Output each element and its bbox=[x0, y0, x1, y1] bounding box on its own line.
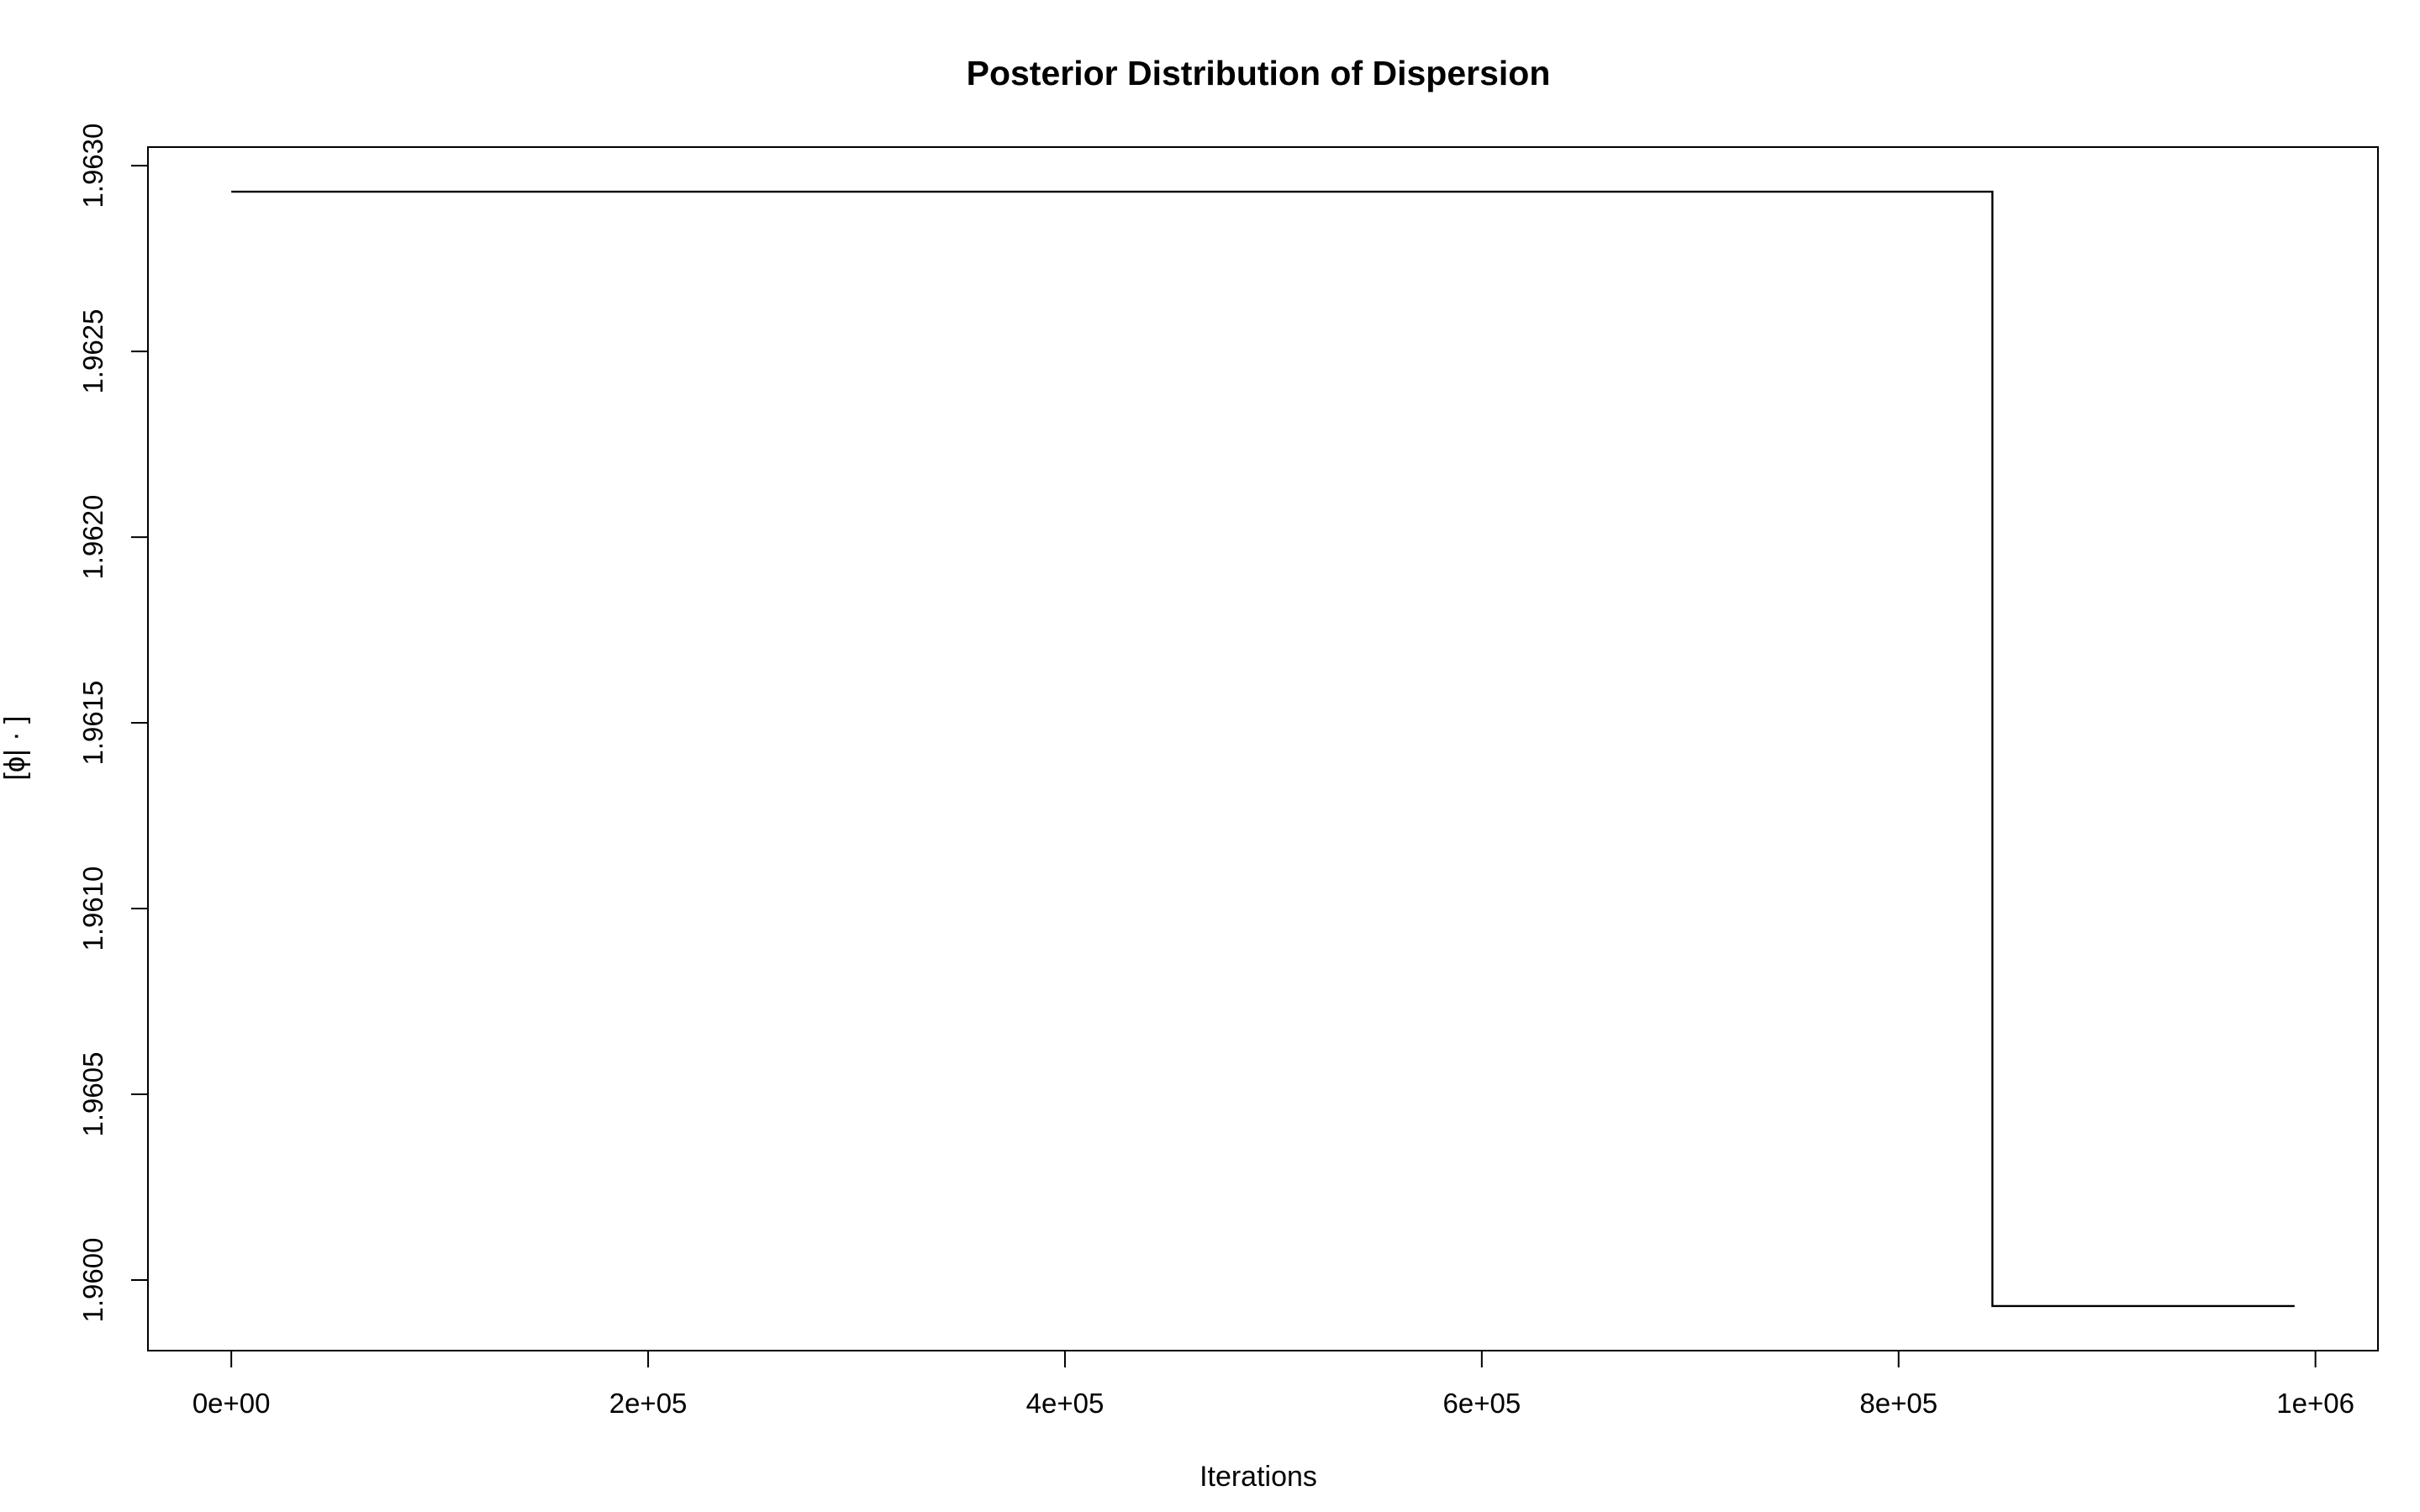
y-tick-label: 1.9625 bbox=[77, 309, 108, 394]
x-axis-label: Iterations bbox=[1199, 1461, 1317, 1493]
x-tick-label: 6e+05 bbox=[1442, 1388, 1521, 1419]
plot-frame bbox=[147, 146, 2379, 1351]
x-axis: 0e+00 2e+05 4e+05 6e+05 8e+05 1e+06 bbox=[192, 1350, 2354, 1419]
y-axis-label: [ϕ| · ] bbox=[0, 716, 31, 781]
chart-title: Posterior Distribution of Dispersion bbox=[967, 54, 1551, 92]
y-tick-label: 1.9600 bbox=[77, 1238, 108, 1323]
y-tick-label: 1.9615 bbox=[77, 681, 108, 766]
y-tick-label: 1.9605 bbox=[77, 1052, 108, 1137]
x-tick-label: 8e+05 bbox=[1859, 1388, 1938, 1419]
x-tick-label: 1e+06 bbox=[2276, 1388, 2354, 1419]
trace-line bbox=[231, 190, 2295, 1308]
y-tick-label: 1.9610 bbox=[77, 867, 108, 951]
y-tick-label: 1.9630 bbox=[77, 124, 108, 208]
x-tick-label: 0e+00 bbox=[192, 1388, 271, 1419]
y-axis: 1.9600 1.9605 1.9610 1.9615 1.9620 1.9625 1.96… bbox=[77, 124, 149, 1323]
x-tick-label: 4e+05 bbox=[1026, 1388, 1105, 1419]
y-tick-label: 1.9620 bbox=[77, 495, 108, 580]
x-tick-label: 2e+05 bbox=[609, 1388, 688, 1419]
